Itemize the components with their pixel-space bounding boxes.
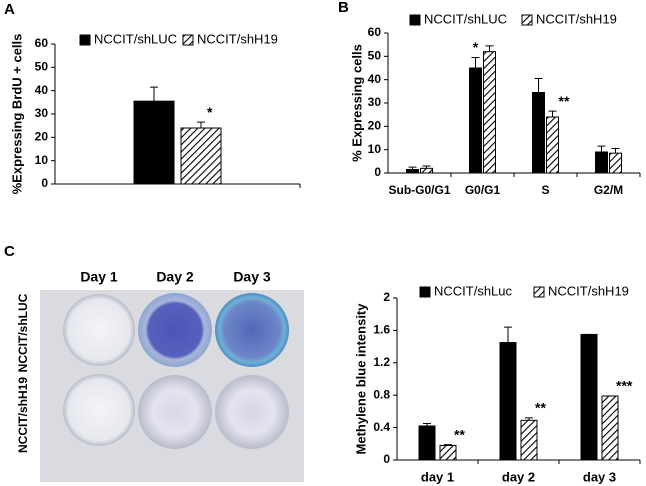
annotation: **: [559, 93, 570, 109]
y-tick-label: 10: [35, 153, 49, 167]
error-bar: [471, 57, 480, 68]
bar: [609, 152, 622, 174]
x-tick-label: S: [541, 183, 549, 197]
bar: [520, 419, 538, 461]
panel-label: A: [4, 1, 15, 18]
error-bar: [611, 148, 620, 154]
bar: [420, 167, 433, 174]
bar: [499, 342, 517, 461]
row-label: NCCIT/shLUC: [16, 293, 30, 372]
well: [215, 375, 289, 449]
y-tick-label: 1.2: [373, 355, 390, 369]
well: [63, 294, 135, 366]
error-bar: [548, 110, 557, 117]
legend-swatch: [521, 14, 533, 26]
bar: [483, 51, 496, 174]
bar: [406, 169, 419, 174]
annotation: **: [454, 426, 465, 442]
y-axis-label: %Expressing BrdU + cells: [9, 34, 24, 195]
x-tick-label: day 1: [421, 469, 454, 484]
plate-photo: Day 1 Day 2 Day 3 NCCIT/shLUC NCCIT/shH1…: [16, 269, 304, 482]
bar: [469, 67, 482, 174]
y-tick-label: 0.4: [373, 420, 390, 434]
y-tick-label: 20: [368, 119, 382, 133]
annotation: ***: [616, 378, 633, 394]
bar: [532, 92, 545, 174]
annotation: *: [473, 39, 479, 55]
y-tick-label: 60: [35, 36, 49, 50]
x-tick-label: day 2: [502, 469, 535, 484]
y-tick-label: 40: [368, 72, 382, 86]
x-tick-label: G2/M: [594, 183, 623, 197]
legend-swatch: [409, 14, 421, 26]
legend-swatch: [419, 286, 431, 298]
row-label: NCCIT/shH19: [16, 377, 30, 453]
y-axis-label: % Expressing cells: [349, 44, 364, 162]
bar: [546, 116, 559, 174]
error-bar: [408, 166, 417, 170]
y-tick-label: 30: [368, 95, 382, 109]
error-bar: [423, 423, 431, 426]
y-tick-label: 30: [35, 106, 49, 120]
y-tick-label: 50: [368, 49, 382, 63]
y-tick-label: 2: [383, 290, 390, 304]
y-tick-label: 0.8: [373, 387, 390, 401]
error-bar: [150, 86, 158, 102]
bar: [580, 333, 598, 461]
well: [215, 293, 289, 367]
well: [138, 293, 212, 367]
error-bar: [534, 78, 543, 93]
y-tick-label: 20: [35, 130, 49, 144]
bar: [180, 127, 222, 185]
x-tick-label: day 3: [583, 469, 616, 484]
legend-label: NCCIT/shLUC: [94, 31, 177, 46]
x-tick-label: G0/G1: [465, 183, 501, 197]
error-bar: [197, 121, 205, 128]
bar: [418, 425, 436, 461]
error-bar: [597, 145, 606, 152]
annotation: *: [207, 104, 213, 120]
y-axis-label: Methylene blue intensity: [353, 303, 368, 455]
y-tick-label: 40: [35, 83, 49, 97]
legend-label: NCCIT/shH19: [548, 283, 629, 298]
legend-label: NCCIT/shLUC: [424, 11, 507, 26]
y-tick-label: 50: [35, 60, 49, 74]
well: [63, 374, 135, 446]
legend-label: NCCIT/shLuc: [434, 283, 513, 298]
y-tick-label: 0: [41, 176, 48, 190]
legend-swatch: [182, 34, 194, 46]
legend-swatch: [533, 286, 545, 298]
legend-label: NCCIT/shH19: [536, 11, 617, 26]
legend-swatch: [79, 34, 91, 46]
annotation: **: [535, 400, 546, 416]
bar: [133, 100, 175, 185]
y-tick-label: 10: [368, 142, 382, 156]
panel-label: B: [338, 0, 349, 16]
x-tick-label: Sub-G0/G1: [388, 183, 450, 197]
error-bar: [485, 45, 494, 52]
legend-label: NCCIT/shH19: [197, 31, 278, 46]
y-tick-label: 1.6: [373, 323, 390, 337]
bar: [595, 151, 608, 174]
bar: [601, 395, 619, 461]
bar: [439, 444, 457, 461]
error-bar: [504, 326, 512, 343]
error-bar: [422, 165, 431, 169]
y-tick-label: 60: [368, 25, 382, 39]
panel-label: C: [4, 243, 15, 260]
error-bar: [525, 417, 533, 421]
y-tick-label: 0: [374, 165, 381, 179]
y-tick-label: 0: [383, 452, 390, 466]
column-label: Day 3: [233, 269, 271, 285]
error-bar: [444, 444, 452, 446]
column-label: Day 1: [80, 269, 118, 285]
well: [138, 375, 212, 449]
column-label: Day 2: [156, 269, 194, 285]
